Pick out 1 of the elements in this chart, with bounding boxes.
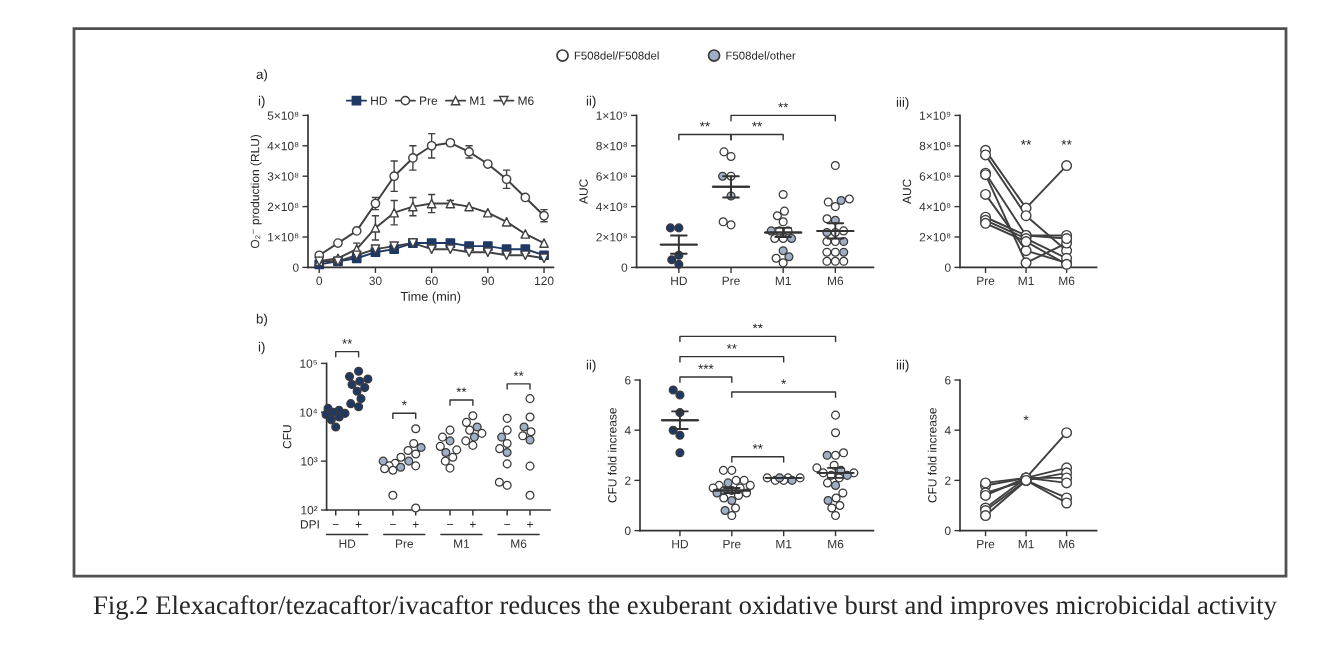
caption: Fig.2 Elexacaftor/tezacaftor/ivacaftor reduces the exuberant oxidative burst and improves microbicidal activity bbox=[93, 595, 1277, 620]
